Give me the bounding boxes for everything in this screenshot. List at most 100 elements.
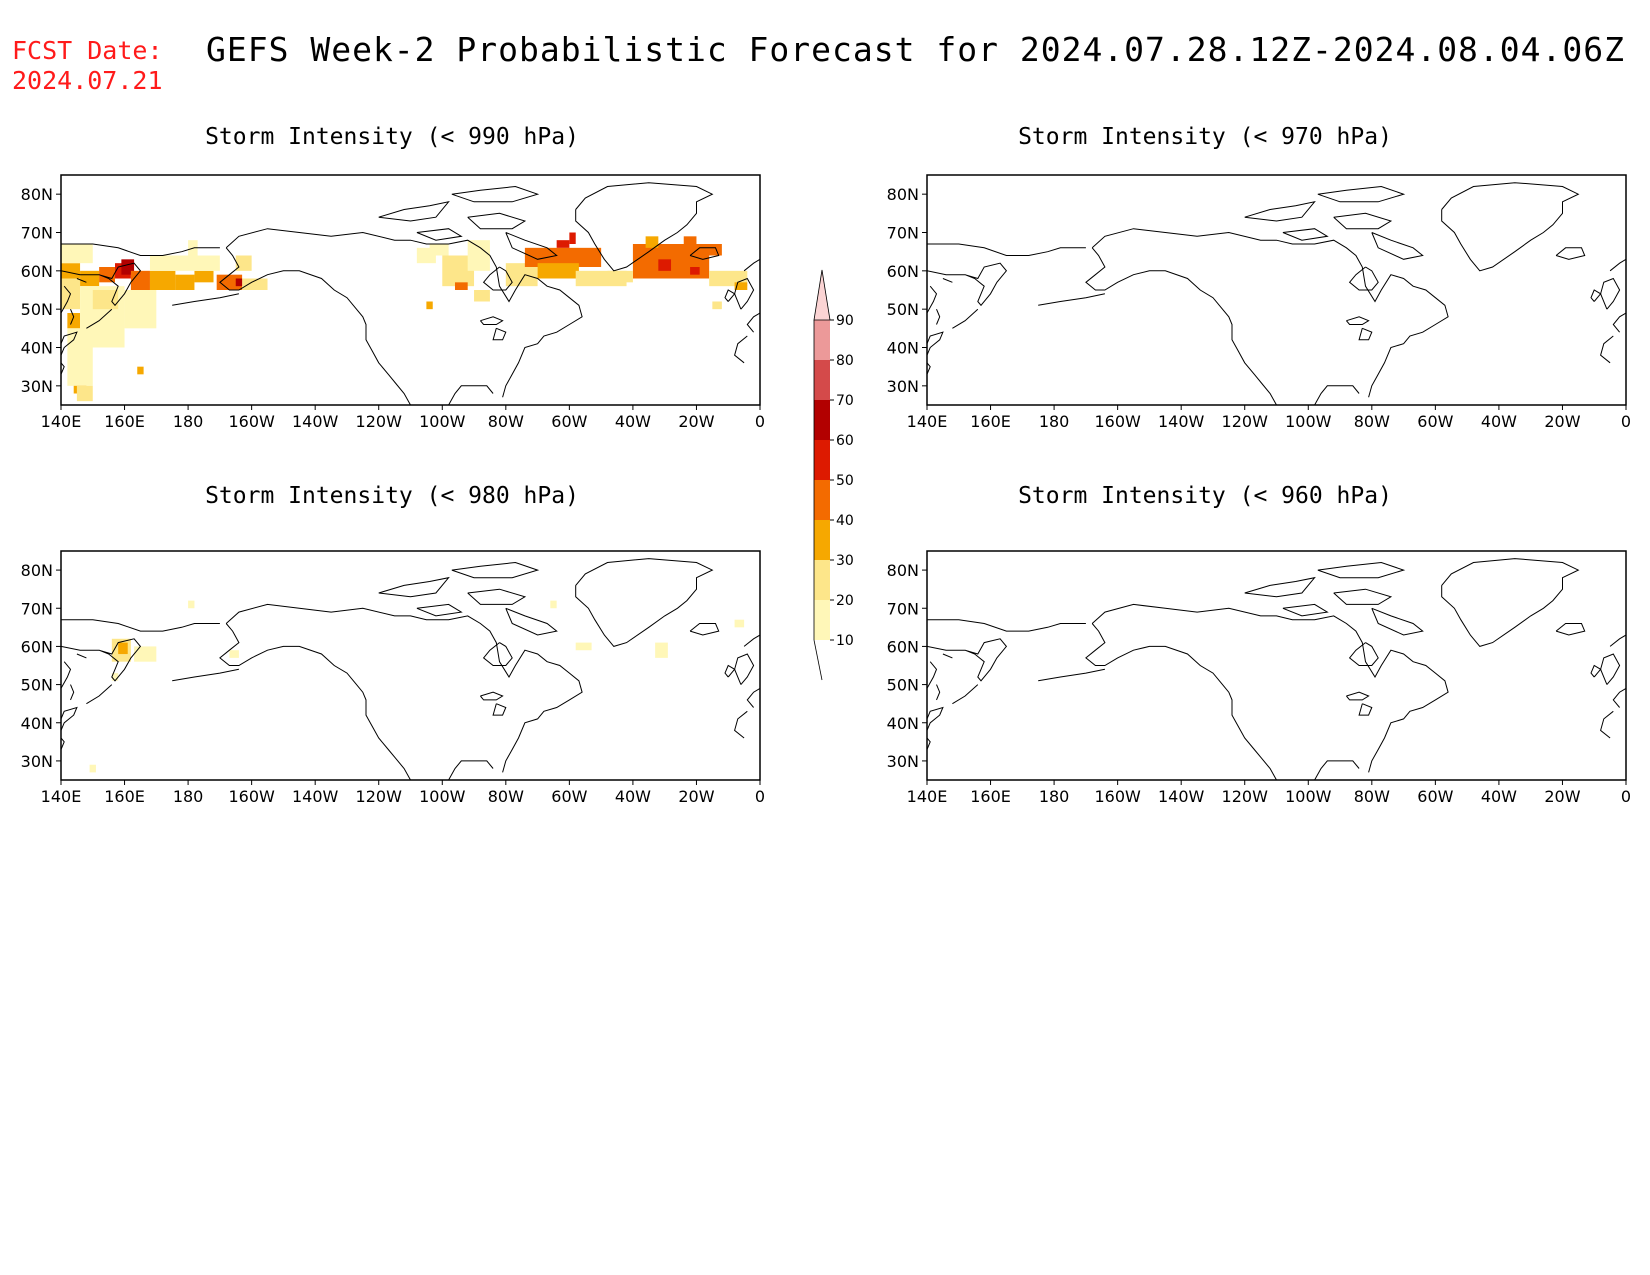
- coastline: [1333, 588, 1393, 605]
- lat-tick-label: 50N: [21, 676, 53, 695]
- coastline: [480, 691, 504, 701]
- coastline: [1085, 623, 1277, 780]
- probability-cell: [76, 385, 93, 402]
- lon-tick-label: 180: [173, 412, 204, 431]
- coastline: [76, 278, 87, 283]
- coastline: [1091, 603, 1449, 773]
- colorbar-label: 10: [836, 633, 854, 649]
- colorbar-swatch: [814, 520, 830, 560]
- forecast-date: FCST Date: 2024.07.21: [12, 36, 163, 96]
- coastline: [927, 243, 1086, 256]
- coastline: [219, 623, 411, 780]
- probability-cell: [111, 673, 119, 681]
- coastline: [927, 661, 938, 689]
- lon-tick-label: 60W: [1417, 787, 1453, 806]
- coastline: [734, 710, 748, 739]
- probability-cell: [429, 244, 449, 256]
- probability-cell: [149, 270, 176, 290]
- coastline: [61, 243, 220, 256]
- coastline: [219, 247, 411, 405]
- coastline: [70, 309, 75, 325]
- lat-tick-label: 80N: [887, 561, 919, 580]
- lon-tick-label: 0: [1621, 412, 1631, 431]
- colorbar-swatch: [814, 360, 830, 400]
- lon-tick-label: 60W: [551, 412, 587, 431]
- lon-tick-label: 40W: [615, 787, 651, 806]
- coastline: [734, 335, 748, 364]
- probability-cell: [416, 247, 436, 264]
- lat-tick-label: 40N: [21, 339, 53, 358]
- coastline: [927, 706, 944, 731]
- lon-tick-label: 180: [1039, 787, 1070, 806]
- probability-cell: [474, 290, 490, 302]
- coastline: [482, 642, 513, 666]
- colorbar-swatch: [814, 400, 830, 440]
- lon-tick-label: 40W: [615, 412, 651, 431]
- coastline: [927, 362, 931, 375]
- colorbar: 10 20 30 40 50 60 70 80 90: [813, 269, 854, 681]
- coastline: [743, 258, 760, 272]
- coastline: [1441, 558, 1580, 647]
- lat-tick-label: 50N: [887, 300, 919, 319]
- coastline: [416, 603, 463, 617]
- panel-title-980: Storm Intensity (< 980 hPa): [205, 483, 579, 509]
- lat-tick-label: 30N: [21, 377, 53, 396]
- lat-tick-label: 50N: [21, 300, 53, 319]
- panel-title-990: Storm Intensity (< 990 hPa): [205, 124, 579, 150]
- lon-tick-label: 0: [1621, 787, 1631, 806]
- coastline: [1555, 247, 1586, 260]
- lon-tick-label: 180: [1039, 412, 1070, 431]
- coastline: [1314, 385, 1360, 405]
- map-content-p980: [61, 558, 760, 780]
- lon-tick-label: 80W: [1354, 412, 1390, 431]
- coastline: [482, 266, 513, 291]
- coastline: [734, 653, 755, 685]
- probability-cell: [149, 255, 220, 271]
- lon-tick-label: 20W: [1544, 787, 1580, 806]
- coastline: [1609, 258, 1626, 272]
- map-content-p960: [927, 558, 1626, 780]
- probability-cell: [67, 328, 93, 386]
- lat-tick-label: 80N: [21, 185, 53, 204]
- lon-tick-label: 40W: [1481, 412, 1517, 431]
- map-content-p970: [927, 182, 1626, 405]
- lon-tick-label: 80W: [1354, 787, 1390, 806]
- probability-cell: [537, 263, 579, 279]
- coastline: [1600, 653, 1621, 685]
- lon-tick-label: 80W: [488, 412, 524, 431]
- probability-cell: [67, 313, 81, 329]
- coastline: [1590, 289, 1602, 302]
- lat-tick-label: 80N: [887, 185, 919, 204]
- coastline: [505, 607, 558, 636]
- coastline: [952, 684, 979, 705]
- lat-tick-label: 30N: [21, 752, 53, 771]
- probability-cell: [235, 278, 246, 287]
- coastline: [76, 653, 87, 659]
- coastline: [61, 331, 78, 356]
- map-panel-p960: 140E 160E 180 160W 140W 120W 100W 80W 60W 40W 20W 0…: [887, 550, 1631, 806]
- coastline: [467, 212, 527, 230]
- lon-tick-label: 120W: [356, 787, 403, 806]
- coastline: [378, 576, 450, 598]
- coastline: [575, 182, 714, 272]
- colorbar-swatch: [814, 560, 830, 600]
- coastline: [505, 232, 558, 260]
- coastline: [1348, 642, 1379, 666]
- coastline: [172, 293, 240, 306]
- probability-cell: [696, 244, 722, 256]
- coastline: [451, 561, 540, 579]
- coastline: [1244, 576, 1316, 598]
- forecast-date-value: 2024.07.21: [12, 66, 163, 95]
- lat-tick-label: 70N: [21, 599, 53, 618]
- coastline: [492, 327, 507, 341]
- probability-cell: [524, 247, 602, 267]
- colorbar-swatch: [814, 320, 830, 360]
- coastline: [1609, 634, 1626, 647]
- probability-cell: [124, 290, 157, 329]
- coastline: [936, 684, 941, 701]
- coastline: [1358, 327, 1373, 341]
- coastline: [689, 623, 720, 636]
- coastline: [1600, 277, 1621, 310]
- lon-tick-label: 140E: [41, 787, 82, 806]
